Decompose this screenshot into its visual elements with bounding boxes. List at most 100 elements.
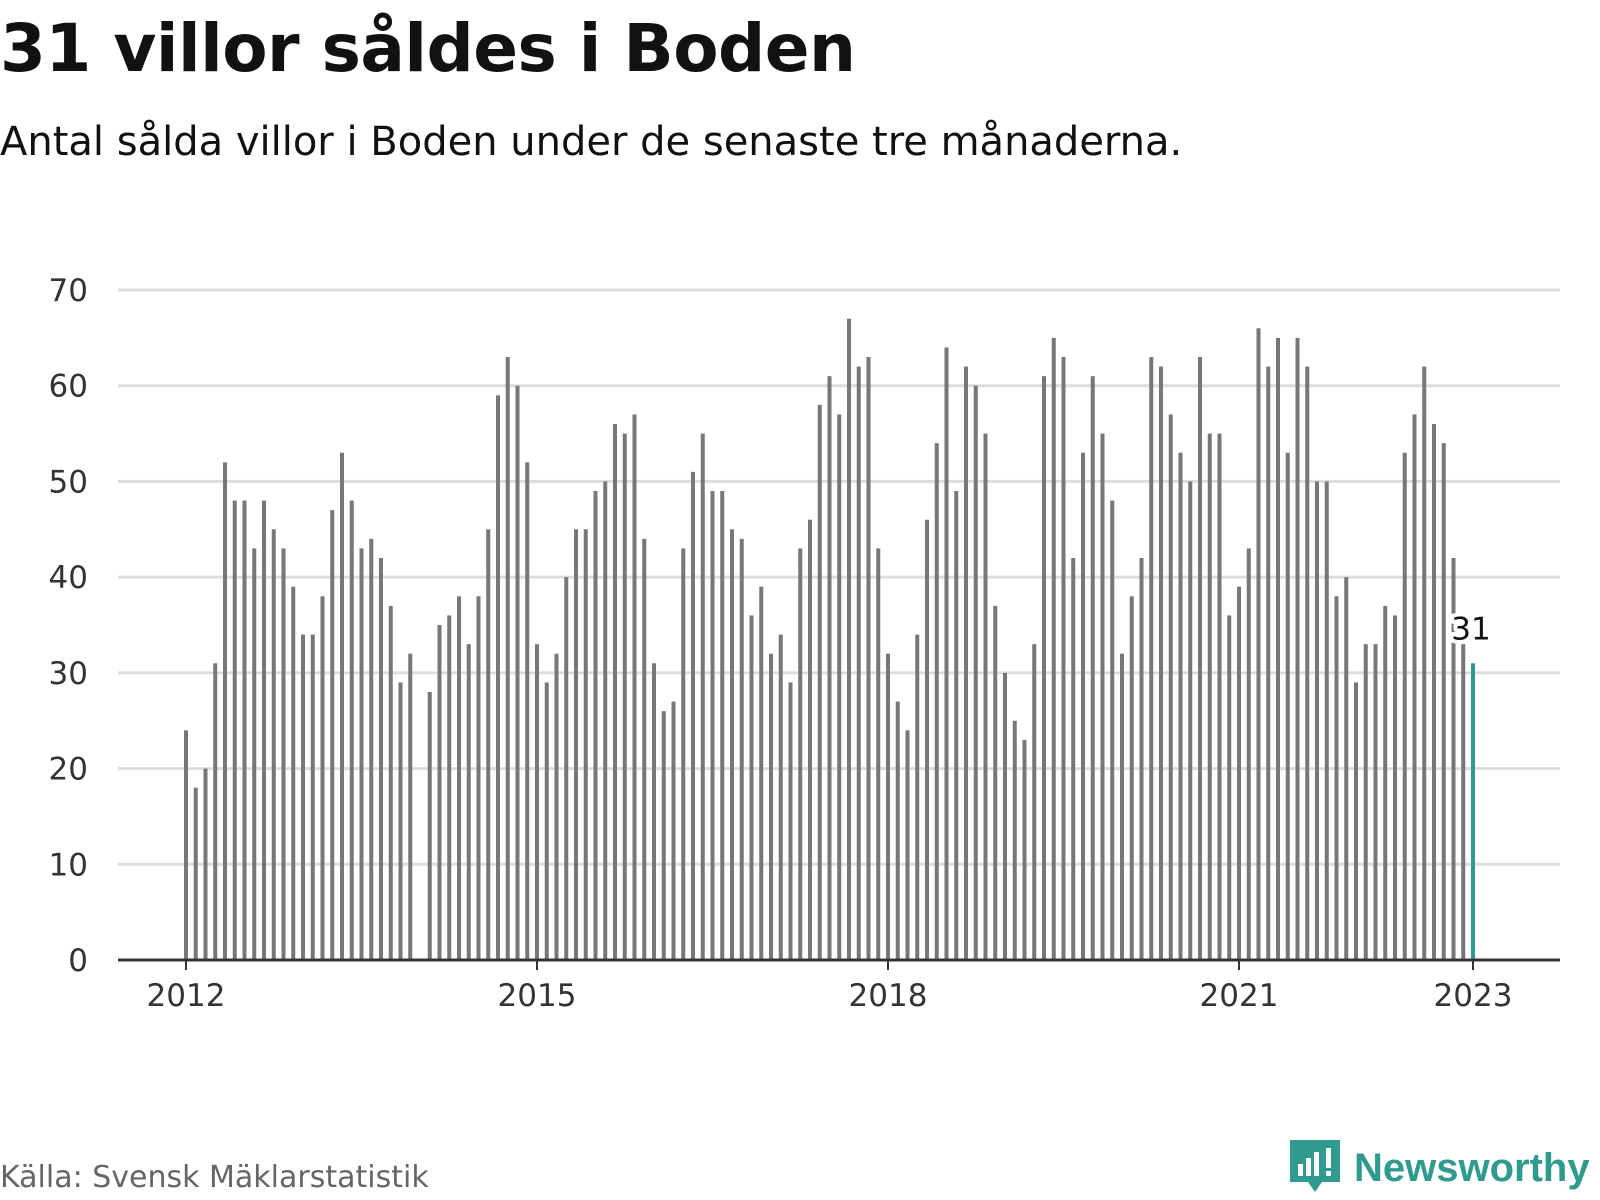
bar bbox=[320, 596, 325, 960]
bar bbox=[1256, 328, 1261, 960]
bar bbox=[661, 711, 666, 960]
bar bbox=[1295, 337, 1300, 960]
bar bbox=[739, 538, 744, 960]
bar bbox=[983, 433, 988, 961]
bar bbox=[398, 682, 403, 960]
bar bbox=[964, 366, 968, 961]
bar bbox=[554, 653, 559, 960]
bar bbox=[203, 768, 208, 960]
bar bbox=[1383, 605, 1388, 960]
bar bbox=[1129, 596, 1134, 960]
bar bbox=[193, 787, 198, 960]
bar bbox=[856, 366, 861, 961]
y-tick-label: 0 bbox=[68, 943, 88, 979]
bar bbox=[388, 605, 393, 960]
bar bbox=[408, 653, 413, 960]
bar bbox=[925, 519, 929, 960]
bar bbox=[954, 491, 959, 960]
bar bbox=[710, 491, 715, 960]
bar bbox=[798, 548, 803, 960]
bar bbox=[349, 500, 354, 960]
bar bbox=[944, 347, 949, 960]
bar bbox=[681, 548, 686, 960]
bar bbox=[1432, 424, 1436, 960]
y-tick-label: 60 bbox=[49, 369, 88, 405]
bar bbox=[1110, 500, 1115, 960]
bar bbox=[1120, 653, 1124, 960]
bar bbox=[817, 404, 822, 960]
bar bbox=[447, 615, 452, 960]
bar bbox=[1090, 376, 1095, 961]
bar bbox=[281, 548, 286, 960]
bar bbox=[496, 395, 500, 960]
bar bbox=[1100, 433, 1105, 961]
bar bbox=[1188, 481, 1193, 960]
bar bbox=[1344, 577, 1349, 960]
source-credit: Källa: Svensk Mäklarstatistik bbox=[0, 1160, 429, 1195]
bar bbox=[574, 529, 578, 960]
bar bbox=[622, 433, 627, 961]
y-tick-label: 10 bbox=[49, 847, 88, 883]
bar bbox=[769, 653, 773, 960]
bar bbox=[427, 692, 432, 960]
bar bbox=[1315, 481, 1319, 960]
bar bbox=[1139, 558, 1144, 960]
bar bbox=[1246, 548, 1251, 960]
bar-chart: 0 10 20 30 40 50 60 70 2012 2015 2018 2021 2023 31 bbox=[49, 273, 1560, 1014]
bar bbox=[564, 577, 569, 960]
bar bbox=[525, 462, 530, 960]
bar bbox=[1324, 481, 1329, 960]
bar bbox=[905, 730, 910, 960]
x-axis: 2012 2015 2018 2021 2023 bbox=[118, 958, 1560, 1014]
bar bbox=[1451, 558, 1456, 960]
bar bbox=[1071, 558, 1076, 960]
bar bbox=[486, 529, 491, 960]
bar bbox=[1305, 366, 1310, 961]
bar bbox=[1081, 452, 1085, 960]
bar-highlight bbox=[1471, 663, 1475, 960]
bar bbox=[837, 414, 842, 960]
bar bbox=[1354, 682, 1358, 960]
bar bbox=[1334, 596, 1339, 960]
bar bbox=[827, 376, 832, 961]
x-tick-label: 2012 bbox=[147, 978, 226, 1014]
bar bbox=[1032, 644, 1037, 960]
bar bbox=[1061, 357, 1066, 960]
bar bbox=[1149, 357, 1154, 960]
bar bbox=[359, 548, 364, 960]
y-tick-label: 70 bbox=[49, 273, 88, 309]
bar bbox=[476, 596, 481, 960]
bar bbox=[749, 615, 754, 960]
bar bbox=[632, 414, 637, 960]
bar bbox=[184, 730, 188, 960]
bar bbox=[291, 586, 296, 960]
bar bbox=[1227, 615, 1232, 960]
bar bbox=[1412, 414, 1417, 960]
bar bbox=[603, 481, 608, 960]
bar bbox=[515, 385, 520, 960]
bar bbox=[1003, 672, 1007, 960]
bar bbox=[369, 538, 374, 960]
bar bbox=[778, 634, 783, 960]
bar bbox=[895, 701, 900, 960]
bar bbox=[583, 529, 588, 960]
bar bbox=[876, 548, 881, 960]
bar bbox=[915, 634, 920, 960]
bar bbox=[1393, 615, 1397, 960]
bar bbox=[1217, 433, 1222, 961]
bar-series bbox=[184, 318, 1475, 961]
bar bbox=[232, 500, 237, 960]
bar bbox=[544, 682, 549, 960]
x-tick-label: 2023 bbox=[1434, 978, 1513, 1014]
y-tick-label: 20 bbox=[49, 752, 88, 788]
bar bbox=[1207, 433, 1212, 961]
bar bbox=[700, 433, 705, 961]
bar bbox=[1422, 366, 1427, 961]
y-tick-label: 40 bbox=[49, 560, 88, 596]
bar bbox=[437, 625, 442, 960]
newsworthy-logo-icon bbox=[1290, 1140, 1340, 1192]
bar bbox=[466, 644, 471, 960]
annotations: 31 bbox=[1447, 607, 1494, 651]
bar bbox=[1441, 443, 1446, 961]
x-tick-label: 2021 bbox=[1200, 978, 1279, 1014]
